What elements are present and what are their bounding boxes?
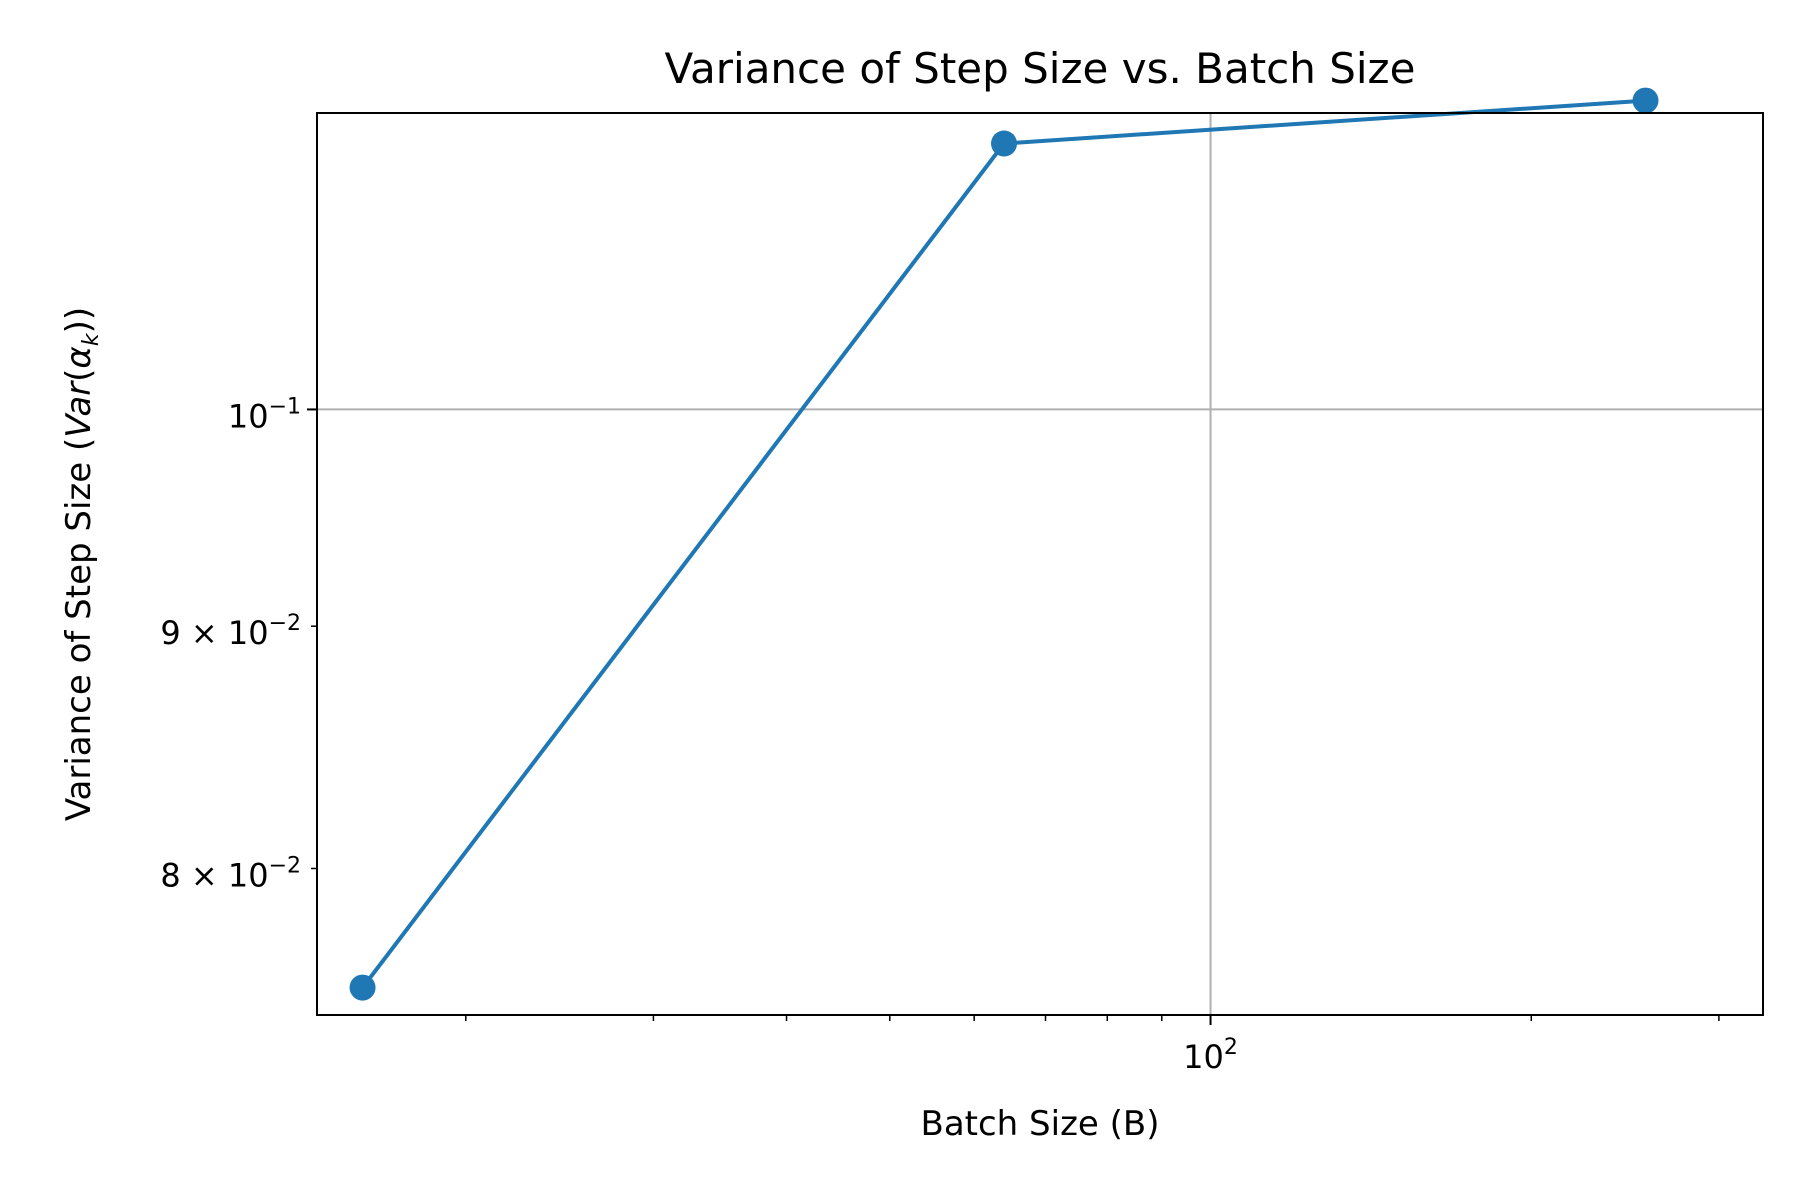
y-axis-label-prefix: Variance of Step Size (: [59, 438, 99, 821]
y-ticks: 10−1 9 × 10−2 8 × 10−2: [160, 394, 317, 894]
series-layer: [349, 87, 1659, 1001]
x-ticks: 102: [465, 1015, 1720, 1076]
y-axis-label-alpha: α: [59, 346, 99, 368]
data-point: [991, 130, 1018, 157]
y-axis-label: Variance of Step Size (Var(αk)): [59, 307, 104, 821]
plot-frame: [316, 112, 1764, 1016]
y-axis-label-var: Var: [59, 380, 99, 438]
y-axis-label-close: )): [59, 307, 99, 334]
data-point: [349, 974, 376, 1001]
y-axis-label-open: (: [59, 369, 99, 382]
y-tick-label: 10−1: [228, 394, 301, 435]
x-tick-label: 102: [1183, 1035, 1238, 1076]
data-point: [1632, 87, 1659, 114]
x-axis-label: Batch Size (B): [921, 1104, 1160, 1144]
chart-title: Variance of Step Size vs. Batch Size: [665, 44, 1416, 93]
y-axis-label-sub: k: [79, 332, 104, 346]
y-tick-label: 9 × 10−2: [160, 611, 301, 652]
y-tick-label: 8 × 10−2: [160, 853, 301, 894]
grid-lines: [317, 113, 1763, 1015]
